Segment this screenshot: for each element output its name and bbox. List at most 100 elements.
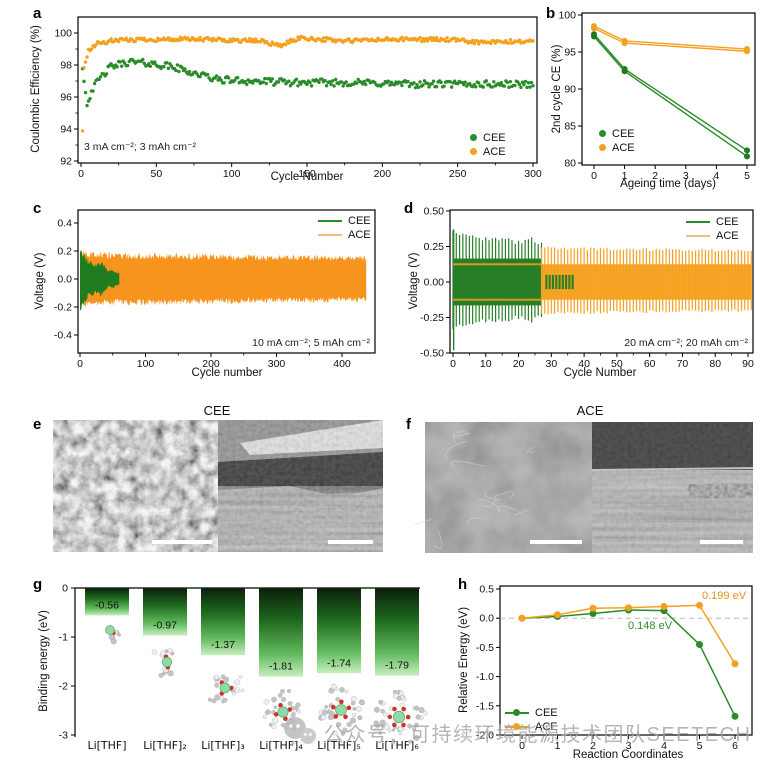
axis-label-y-c: Voltage (V)	[34, 252, 46, 310]
cee-linedot-marker	[505, 709, 529, 716]
legend-h: CEE ACE	[505, 706, 558, 733]
svg-text:Li[THF]₃: Li[THF]₃	[201, 739, 245, 752]
svg-text:-0.50: -0.50	[420, 348, 444, 360]
svg-text:60: 60	[644, 358, 656, 370]
molecule-li-thf-1	[105, 625, 121, 645]
axis-label-y-b: 2nd cycle CE (%)	[551, 44, 563, 134]
svg-text:90: 90	[564, 84, 576, 96]
axis-label-x-a: Cycle Number	[270, 171, 344, 183]
sem-images	[53, 420, 754, 553]
svg-text:0: 0	[77, 358, 83, 370]
svg-text:-0.97: -0.97	[153, 620, 177, 632]
cee-line-marker	[686, 220, 710, 223]
svg-text:0: 0	[519, 740, 525, 752]
svg-text:5: 5	[744, 170, 750, 182]
svg-text:80: 80	[564, 158, 576, 170]
cee-dot-marker	[470, 134, 477, 141]
sem-title-ace: ACE	[576, 403, 604, 418]
panel-c-label: c	[33, 200, 42, 217]
legend-label-ace: ACE	[535, 720, 558, 733]
svg-text:-3: -3	[59, 730, 68, 742]
svg-text:-1.0: -1.0	[476, 671, 494, 683]
svg-text:Li[THF]₆: Li[THF]₆	[375, 739, 419, 752]
axis-label-x-b: Ageing time (days)	[620, 178, 716, 190]
svg-text:-0.25: -0.25	[420, 312, 444, 324]
barrier-annotation-cee: 0.148 eV	[628, 620, 673, 632]
svg-text:95: 95	[564, 47, 576, 59]
legend-label-ace: ACE	[483, 145, 506, 158]
svg-text:0.0: 0.0	[57, 274, 72, 286]
svg-text:100: 100	[54, 28, 72, 40]
legend-a: CEE ACE	[470, 131, 506, 158]
svg-text:-1: -1	[59, 632, 68, 644]
chart-a-series	[80, 34, 535, 133]
svg-text:50: 50	[150, 168, 162, 180]
panel-b-label: b	[546, 5, 556, 22]
sem-title-cee: CEE	[203, 403, 231, 418]
svg-text:3: 3	[683, 170, 689, 182]
svg-text:400: 400	[333, 358, 351, 370]
svg-text:300: 300	[524, 168, 542, 180]
axis-label-y-g: Binding energy (eV)	[38, 610, 50, 712]
legend-item-ace: ACE	[686, 229, 739, 242]
svg-text:100: 100	[558, 10, 576, 22]
chart-c-series	[80, 249, 367, 311]
svg-text:90: 90	[742, 358, 754, 370]
legend-label-cee: CEE	[348, 214, 371, 227]
svg-text:96: 96	[60, 92, 72, 104]
panel-d-label: d	[404, 200, 414, 217]
legend-item-ace: ACE	[505, 720, 558, 733]
panel-f-label: f	[406, 416, 411, 433]
condition-d: 20 mA cm⁻²; 20 mAh cm⁻²	[624, 337, 748, 349]
svg-text:1: 1	[622, 170, 628, 182]
legend-item-ace: ACE	[318, 228, 371, 241]
axis-label-y-a: Coulombic Efficiency (%)	[30, 25, 42, 153]
svg-text:200: 200	[374, 168, 392, 180]
axis-label-y-h: Relative Energy (eV)	[458, 606, 470, 714]
chart-d-series	[452, 229, 752, 351]
chart-b-series	[591, 23, 750, 160]
svg-text:85: 85	[564, 121, 576, 133]
svg-text:6: 6	[732, 740, 738, 752]
svg-text:20: 20	[513, 358, 525, 370]
legend-label-ace: ACE	[716, 229, 739, 242]
svg-text:-1.37: -1.37	[211, 639, 235, 651]
svg-text:98: 98	[60, 60, 72, 72]
legend-item-cee: CEE	[686, 215, 739, 228]
legend-c: CEE ACE	[318, 214, 371, 241]
svg-text:3: 3	[626, 740, 632, 752]
cee-dot	[513, 709, 520, 716]
svg-text:-0.5: -0.5	[476, 642, 494, 654]
svg-text:0: 0	[78, 168, 84, 180]
legend-label-cee: CEE	[612, 127, 635, 140]
svg-text:300: 300	[268, 358, 286, 370]
legend-item-cee: CEE	[470, 131, 506, 144]
svg-text:-0.4: -0.4	[54, 330, 72, 342]
molecule-li-thf-5	[318, 683, 365, 736]
svg-text:94: 94	[60, 124, 72, 136]
svg-text:0: 0	[62, 583, 68, 595]
svg-text:0.00: 0.00	[424, 277, 445, 289]
ace-line-marker	[318, 233, 342, 236]
svg-text:30: 30	[545, 358, 557, 370]
svg-text:2: 2	[652, 170, 658, 182]
svg-text:50: 50	[611, 358, 623, 370]
svg-text:0: 0	[450, 358, 456, 370]
legend-label-cee: CEE	[483, 131, 506, 144]
svg-text:80: 80	[709, 358, 721, 370]
legend-item-ace: ACE	[470, 145, 506, 158]
svg-text:0.25: 0.25	[424, 241, 445, 253]
svg-text:0.50: 0.50	[424, 206, 445, 218]
svg-text:70: 70	[677, 358, 689, 370]
svg-text:Li[THF]₅: Li[THF]₅	[317, 739, 361, 752]
axis-label-y-d: Voltage (V)	[408, 252, 420, 310]
svg-text:200: 200	[202, 358, 220, 370]
svg-text:0.2: 0.2	[57, 246, 72, 258]
svg-text:4: 4	[661, 740, 667, 752]
molecule-li-thf-2	[151, 648, 175, 678]
svg-text:92: 92	[60, 156, 72, 168]
svg-text:4: 4	[713, 170, 719, 182]
panel-e-label: e	[33, 416, 42, 433]
